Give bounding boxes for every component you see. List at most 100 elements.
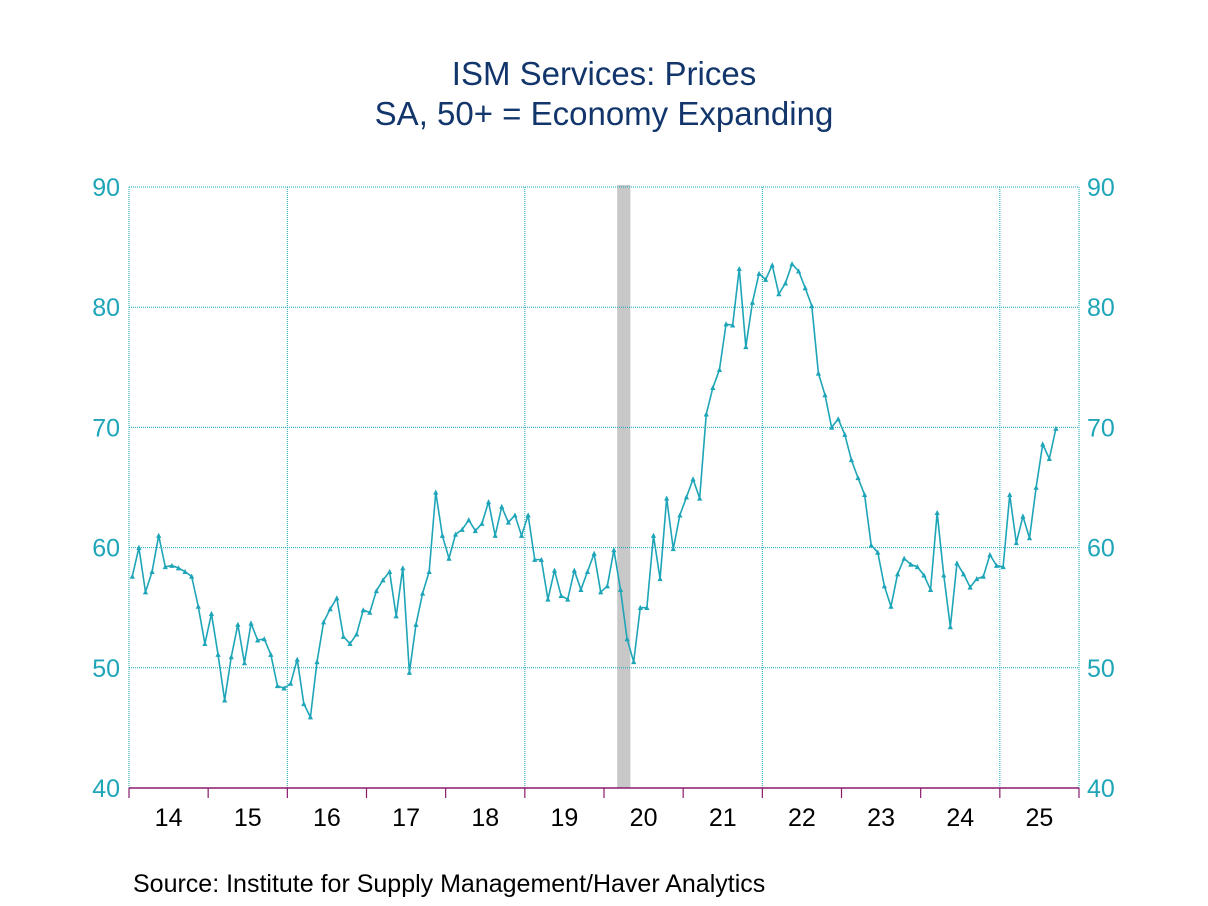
y-tick-label-left: 90 xyxy=(92,174,120,202)
data-point xyxy=(650,532,657,538)
y-tick-label-right: 50 xyxy=(1087,655,1115,683)
data-point xyxy=(703,411,709,417)
data-point xyxy=(261,636,267,642)
data-point xyxy=(505,519,511,525)
data-point xyxy=(169,562,175,568)
data-point xyxy=(538,556,544,562)
grid-layer xyxy=(128,186,1080,788)
data-point xyxy=(129,573,135,579)
data-point xyxy=(433,489,439,495)
data-point xyxy=(855,475,861,481)
data-point xyxy=(321,619,327,625)
data-point xyxy=(340,633,347,639)
data-point xyxy=(637,604,643,610)
y-tick-label-right: 60 xyxy=(1087,535,1115,563)
data-point xyxy=(677,512,683,518)
data-point xyxy=(716,366,723,372)
data-point xyxy=(802,285,808,291)
data-point xyxy=(789,261,795,267)
y-tick-label-right: 80 xyxy=(1087,294,1115,322)
data-point xyxy=(743,344,749,350)
data-point xyxy=(782,280,789,286)
data-point xyxy=(189,573,195,579)
data-point xyxy=(565,596,571,602)
x-tick-label: 20 xyxy=(630,804,658,832)
data-point xyxy=(208,610,215,617)
data-point xyxy=(611,547,617,553)
data-point xyxy=(921,572,927,578)
x-tick-label: 19 xyxy=(551,804,579,832)
data-point xyxy=(987,552,993,558)
data-point xyxy=(175,565,182,571)
y-tick-label-left: 80 xyxy=(92,294,120,322)
data-point xyxy=(288,680,294,686)
chart-title: ISM Services: Prices xyxy=(451,55,757,92)
data-point xyxy=(842,431,848,437)
data-point xyxy=(848,457,854,463)
data-point xyxy=(591,550,597,556)
data-point xyxy=(558,592,564,598)
data-point xyxy=(472,527,478,534)
data-point xyxy=(182,568,188,574)
data-point xyxy=(373,588,379,594)
data-point xyxy=(235,621,241,627)
data-point xyxy=(281,685,287,691)
data-point xyxy=(664,495,670,501)
data-point xyxy=(532,556,538,562)
series-layer xyxy=(129,261,1059,720)
data-point xyxy=(723,321,729,327)
data-point xyxy=(1007,491,1013,498)
y-tick-label-right: 40 xyxy=(1087,775,1115,803)
data-point xyxy=(604,583,610,589)
data-point xyxy=(1033,484,1039,490)
data-point xyxy=(1046,455,1052,461)
data-point xyxy=(815,370,822,376)
data-point xyxy=(452,531,459,537)
x-tick-label: 22 xyxy=(788,804,816,832)
data-point xyxy=(749,299,756,305)
data-point xyxy=(769,262,775,268)
data-point xyxy=(908,561,914,567)
data-point xyxy=(327,606,333,612)
data-point xyxy=(598,589,604,595)
data-point xyxy=(360,607,366,613)
recession-band-layer xyxy=(617,185,631,788)
x-tick-label: 21 xyxy=(709,804,737,832)
data-point xyxy=(525,512,531,518)
data-point xyxy=(644,604,650,610)
data-point xyxy=(756,270,762,276)
data-point xyxy=(710,384,716,391)
x-tick-label: 18 xyxy=(471,804,499,832)
data-point xyxy=(888,603,894,609)
data-point xyxy=(941,572,947,578)
data-point xyxy=(875,549,881,555)
data-point xyxy=(1053,425,1059,431)
data-point xyxy=(980,573,986,579)
data-point xyxy=(518,532,525,538)
data-point xyxy=(967,584,973,590)
data-point xyxy=(690,476,696,482)
data-point xyxy=(301,701,307,707)
data-point xyxy=(796,268,802,274)
data-point xyxy=(954,560,960,566)
data-point xyxy=(993,562,1000,568)
data-point xyxy=(730,322,736,328)
data-point xyxy=(156,532,162,538)
data-point xyxy=(670,546,676,552)
data-point xyxy=(479,520,485,526)
data-point xyxy=(934,509,940,516)
data-point xyxy=(426,568,432,574)
data-point xyxy=(334,595,340,601)
data-point xyxy=(617,586,624,592)
data-point xyxy=(901,555,907,561)
y-tick-label-left: 50 xyxy=(92,655,120,683)
source-note: Source: Institute for Supply Management/… xyxy=(133,870,766,898)
data-point xyxy=(829,424,835,430)
data-point xyxy=(459,526,465,532)
y-tick-label-left: 70 xyxy=(92,414,120,442)
data-point xyxy=(736,265,742,272)
data-point xyxy=(380,577,386,583)
data-point xyxy=(466,517,472,523)
data-point xyxy=(162,564,168,570)
